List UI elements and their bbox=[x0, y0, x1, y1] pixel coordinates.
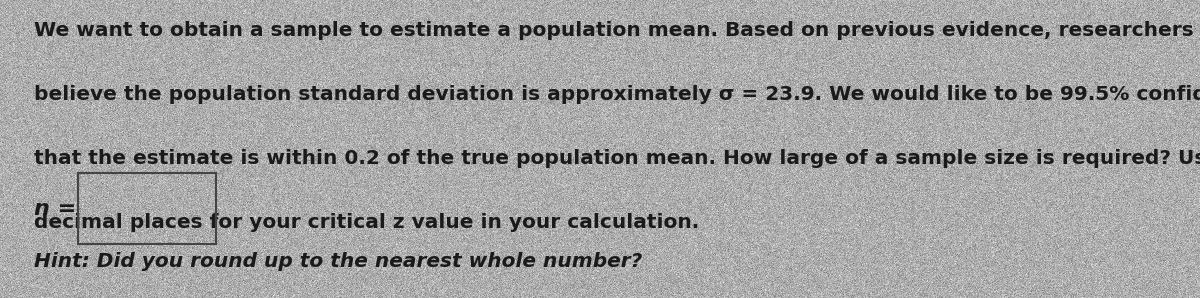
Text: that the estimate is within 0.2 of the true population mean. How large of a samp: that the estimate is within 0.2 of the t… bbox=[34, 149, 1200, 168]
Text: believe the population standard deviation is approximately σ = 23.9. We would li: believe the population standard deviatio… bbox=[34, 85, 1200, 104]
Text: Hint: Did you round up to the nearest whole number?: Hint: Did you round up to the nearest wh… bbox=[34, 252, 642, 271]
Text: We want to obtain a sample to estimate a population mean. Based on previous evid: We want to obtain a sample to estimate a… bbox=[34, 21, 1193, 40]
Text: decimal places for your critical z value in your calculation.: decimal places for your critical z value… bbox=[34, 213, 698, 232]
Text: n =: n = bbox=[34, 198, 76, 219]
